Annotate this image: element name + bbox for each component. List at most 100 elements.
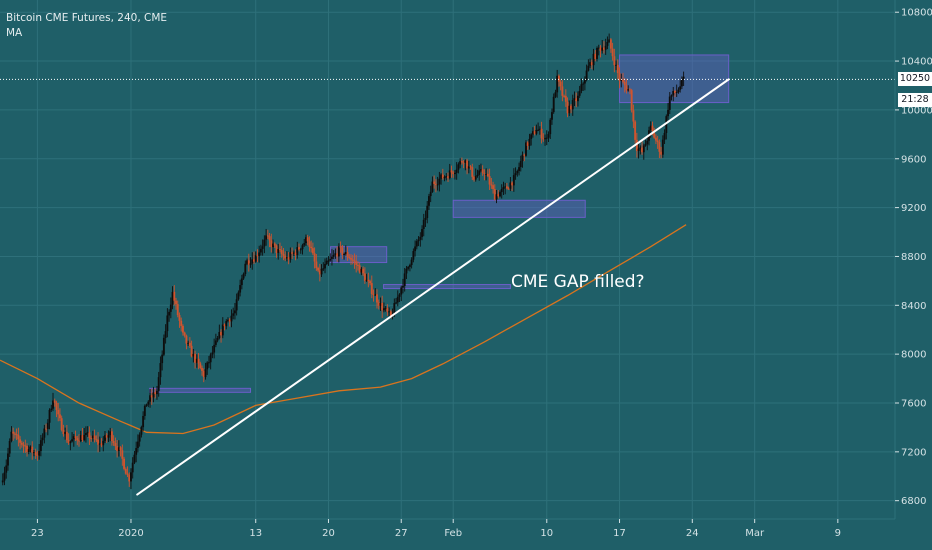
candle-body <box>654 137 657 141</box>
candle-body <box>564 95 567 102</box>
candle-body <box>294 252 297 256</box>
candle-body <box>216 338 219 341</box>
candle-body <box>303 243 306 246</box>
candle-body <box>426 205 429 218</box>
candle-body <box>324 263 326 269</box>
candle-body <box>559 81 562 87</box>
time-tick-label: 20 <box>322 528 335 539</box>
candle-body <box>221 324 224 336</box>
candle-body <box>429 191 432 197</box>
candle-body <box>460 161 463 163</box>
candle-body <box>150 395 153 398</box>
candle-body <box>334 253 337 255</box>
candle-body <box>291 252 294 254</box>
candle-body <box>573 98 576 101</box>
price-axis[interactable]: 6800 7200 7600 8000 8400 8800 9200 9600 10000 104… <box>894 0 932 519</box>
candle-body <box>100 443 103 446</box>
candle-body <box>641 147 644 153</box>
candle-body <box>455 169 458 173</box>
candle-body <box>525 142 527 156</box>
candle-body <box>440 174 443 179</box>
candle-body <box>315 261 318 268</box>
candle-body <box>102 440 105 446</box>
candle-body <box>230 315 233 322</box>
candle-body <box>538 128 541 130</box>
candle-body <box>173 291 176 301</box>
candle-body <box>405 268 408 274</box>
candle-body <box>623 81 626 86</box>
candle-body <box>618 72 621 81</box>
candle-body <box>19 439 22 443</box>
candle-body <box>329 258 332 261</box>
candle-body <box>363 273 366 281</box>
indicator-label[interactable]: MA <box>6 27 23 39</box>
candle-body <box>594 53 597 59</box>
candle-body <box>570 105 572 110</box>
candle-body <box>575 98 578 102</box>
candle-body <box>22 444 25 446</box>
candle-body <box>3 472 6 481</box>
candle-body <box>145 404 148 406</box>
candle-body <box>415 241 418 247</box>
candle-body <box>628 89 631 91</box>
candle-body <box>625 85 628 91</box>
candle-body <box>561 86 564 96</box>
candle-body <box>379 302 382 306</box>
candle-body <box>211 352 214 355</box>
candle-body <box>580 84 583 91</box>
candles-layer <box>1 33 685 490</box>
chart-legend: Bitcoin CME Futures, 240, CME MA <box>6 11 167 41</box>
candle-body <box>502 187 505 190</box>
candle-body <box>7 453 9 466</box>
candle-body <box>653 130 656 138</box>
candle-body <box>13 433 16 435</box>
candle-body <box>370 283 373 294</box>
candle-body <box>194 353 197 363</box>
candle-body <box>679 86 682 90</box>
candle-body <box>266 235 269 237</box>
candle-body <box>362 268 365 274</box>
candle-body <box>143 405 146 416</box>
candle-body <box>27 449 30 452</box>
candle-body <box>665 116 668 133</box>
countdown-badge: 21:28 <box>898 93 932 108</box>
candle-body <box>207 362 210 364</box>
candle-body <box>386 308 389 312</box>
candle-body <box>589 62 592 66</box>
candle-body <box>301 245 304 250</box>
candle-body <box>33 452 35 454</box>
candle-body <box>171 291 174 305</box>
candle-body <box>360 268 363 273</box>
candle-body <box>58 414 61 419</box>
candle-body <box>656 140 659 142</box>
candle-body <box>39 440 42 452</box>
candle-body <box>583 79 586 84</box>
candle-body <box>620 79 623 81</box>
candle-body <box>228 319 231 322</box>
candle-body <box>675 92 678 94</box>
candle-body <box>235 299 238 311</box>
candle-body <box>83 434 86 441</box>
candle-body <box>400 287 403 295</box>
candle-body <box>447 176 449 179</box>
candle-body <box>31 446 34 453</box>
candle-body <box>613 56 616 66</box>
candle-body <box>93 435 96 440</box>
candle-body <box>242 273 245 279</box>
candle-body <box>263 239 266 247</box>
candle-body <box>452 172 455 175</box>
candle-body <box>414 246 417 252</box>
candle-body <box>499 192 501 197</box>
candle-body <box>523 154 526 156</box>
candle-body <box>5 465 8 473</box>
candle-body <box>62 429 65 435</box>
symbol-title[interactable]: Bitcoin CME Futures, 240, CME <box>6 12 168 24</box>
candle-body <box>471 167 474 177</box>
candle-body <box>616 64 619 73</box>
time-tick-label: 2020 <box>118 528 143 539</box>
candle-body <box>166 315 169 332</box>
candle-body <box>117 447 120 451</box>
price-tick-label: 9200 <box>901 203 926 214</box>
time-axis[interactable]: 23 2020 13 20 27 Feb 10 17 24 Mar 9 <box>0 518 895 539</box>
